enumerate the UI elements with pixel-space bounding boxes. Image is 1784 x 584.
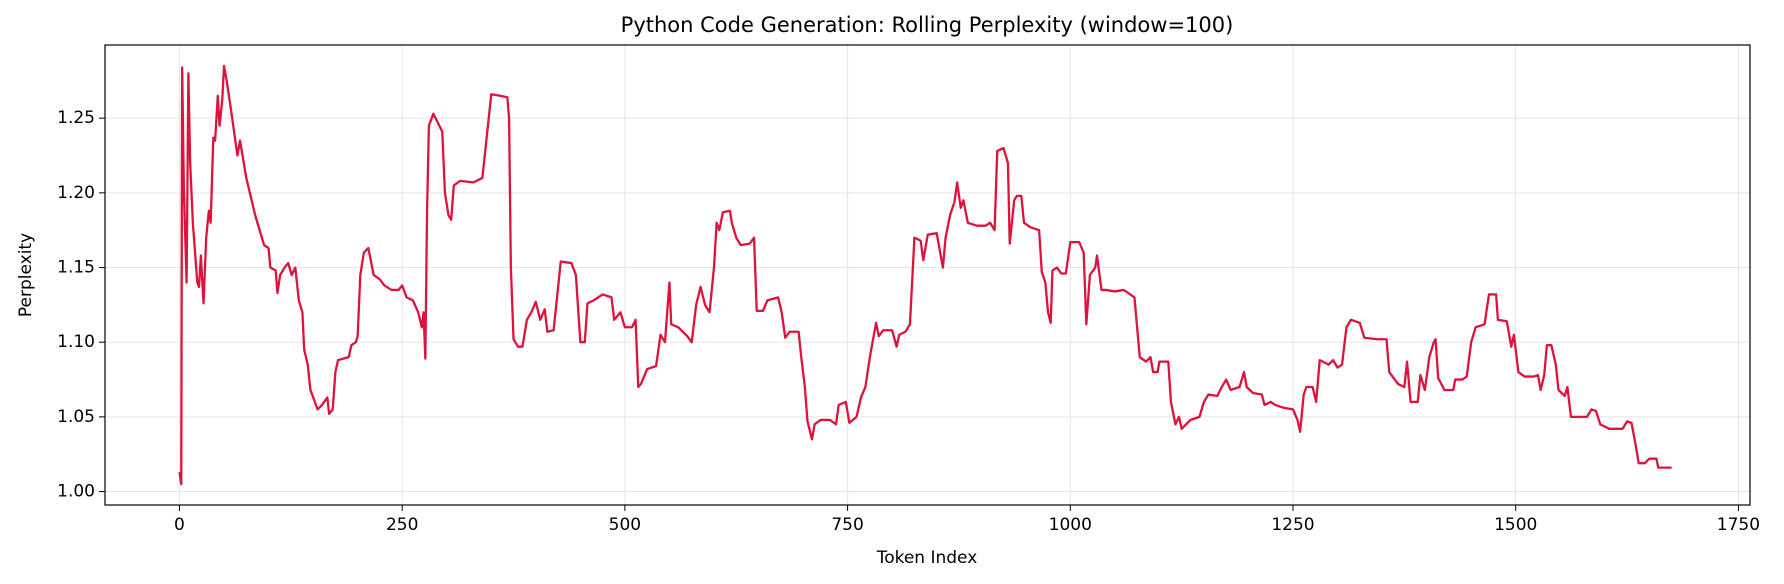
plot-frame [104,44,1751,506]
x-tick-label: 1750 [1717,515,1760,535]
chart-title: Python Code Generation: Rolling Perplexi… [621,13,1234,37]
y-tick-label: 1.00 [57,482,95,502]
x-tick-label: 500 [609,515,641,535]
y-axis-label: Perplexity [16,233,36,317]
y-tick-label: 1.10 [57,332,95,352]
x-tick-label: 250 [386,515,418,535]
y-tick-label: 1.20 [57,183,95,203]
y-tick-label: 1.25 [57,108,95,128]
x-axis-label: Token Index [876,548,978,568]
x-tick-label: 1000 [1049,515,1092,535]
x-tick-label: 0 [174,515,185,535]
x-tick-label: 750 [831,515,863,535]
x-tick-label: 1500 [1494,515,1537,535]
x-tick-label: 1250 [1271,515,1314,535]
y-tick-label: 1.05 [57,407,95,427]
line-series [178,64,1672,486]
y-tick-label: 1.15 [57,258,95,278]
